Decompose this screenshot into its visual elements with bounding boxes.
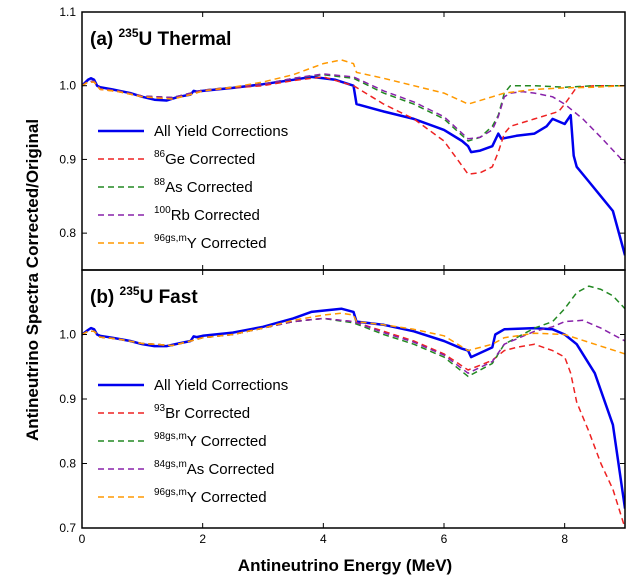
y-tick-label: 0.9 (59, 152, 76, 166)
legend-label: 88As Corrected (154, 177, 253, 196)
x-tick-label: 0 (79, 532, 86, 546)
series-line-a-0 (82, 75, 625, 256)
legend-label: 96gs,mY Corrected (154, 487, 267, 506)
y-tick-label: 1.0 (59, 79, 76, 93)
y-tick-label: 0.8 (59, 226, 76, 240)
legend-label: 86Ge Corrected (154, 149, 255, 168)
legend-label: 93Br Corrected (154, 403, 250, 422)
series-line-b-1 (82, 317, 625, 528)
legend-label: All Yield Corrections (154, 377, 288, 394)
x-tick-label: 6 (441, 532, 448, 546)
legend-label: 100Rb Corrected (154, 205, 260, 224)
y-tick-label: 0.7 (59, 521, 76, 535)
panel-title-a: (a) 235U Thermal (90, 26, 231, 50)
series-line-a-2 (82, 73, 625, 142)
y-tick-label: 0.9 (59, 392, 76, 406)
y-tick-label: 1.0 (59, 328, 76, 342)
panel-a: 0.8 0.9 1.0 1.1 (a) 235U Thermal All Yield Co… (59, 5, 626, 271)
series-lines (82, 285, 625, 528)
legend-b: All Yield Corrections 93Br Corrected 98gs,… (98, 377, 288, 506)
legend-label: 84gs,mAs Corrected (154, 459, 274, 478)
y-tick-label: 1.1 (59, 5, 76, 19)
series-line-a-3 (82, 73, 625, 164)
x-tick-label: 8 (561, 532, 568, 546)
x-axis-label: Antineutrino Energy (MeV) (238, 556, 452, 575)
legend-label: 98gs,mY Corrected (154, 431, 267, 450)
series-lines (82, 59, 625, 256)
legend-label: 96gs,mY Corrected (154, 233, 267, 252)
y-tick-label: 0.8 (59, 457, 76, 471)
x-tick-label: 2 (199, 532, 206, 546)
legend-label: All Yield Corrections (154, 123, 288, 140)
panel-b: 0.7 0.8 0.9 1.0 0 2 4 6 8 (b) 235U Fast All Yield … (59, 269, 626, 546)
x-tick-label: 4 (320, 532, 327, 546)
panel-title-b: (b) 235U Fast (90, 284, 198, 308)
series-line-a-4 (82, 59, 625, 105)
y-axis-label: Antineutrino Spectra Corrected/Original (23, 119, 42, 441)
series-line-b-4 (82, 312, 625, 355)
legend-a: All Yield Corrections 86Ge Corrected 88As … (98, 123, 288, 252)
chart-panels: 0.8 0.9 1.0 1.1 (a) 235U Thermal All Yield Co… (59, 5, 626, 546)
